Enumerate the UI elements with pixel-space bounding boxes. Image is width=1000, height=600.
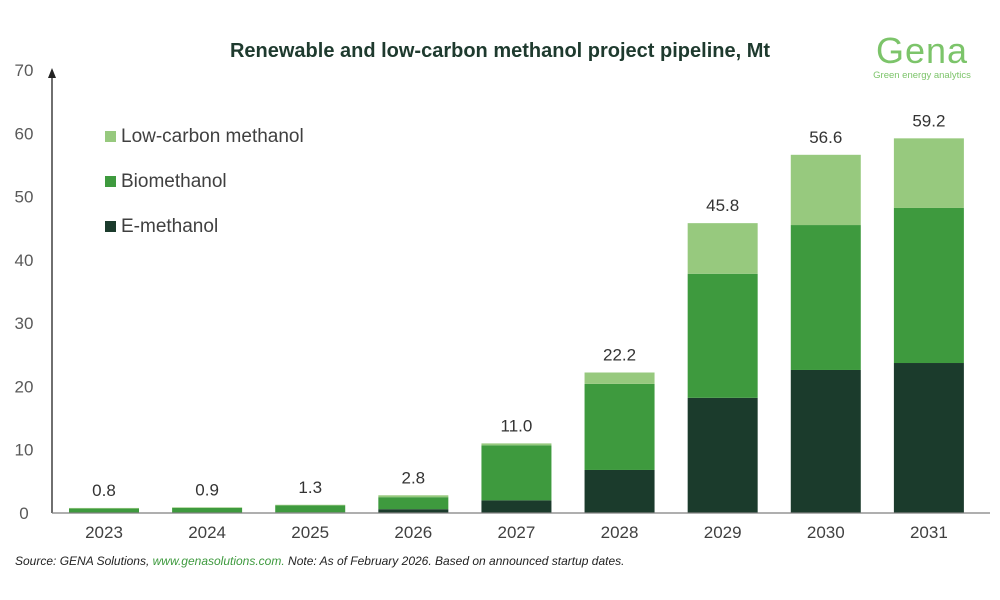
data-label-total: 2.8: [402, 468, 426, 487]
bar-segment-low-carbon-methanol: [378, 495, 449, 498]
source-note-text: Note: As of February 2026. Based on anno…: [284, 554, 625, 568]
y-axis-arrow-icon: [48, 68, 56, 78]
y-tick-label: 70: [15, 61, 34, 80]
bar-segment-low-carbon-methanol: [584, 372, 655, 384]
bar-segment-low-carbon-methanol: [687, 223, 758, 274]
source-prefix: Source: GENA Solutions,: [15, 554, 153, 568]
bar-segment-low-carbon-methanol: [481, 443, 552, 446]
bar-segment-biomethanol: [69, 508, 139, 513]
legend-swatch: [105, 131, 116, 142]
y-tick-label: 0: [19, 504, 28, 523]
legend-label: Low-carbon methanol: [121, 126, 304, 147]
bar-segment-biomethanol: [687, 273, 758, 398]
bar-segment-e-methanol: [481, 500, 552, 513]
source-link[interactable]: www.genasolutions.com.: [152, 554, 285, 568]
data-label-total: 0.8: [92, 481, 116, 500]
legend-swatch: [105, 221, 116, 232]
bar-segment-e-methanol: [687, 397, 758, 513]
bar-segment-biomethanol: [790, 225, 861, 370]
bar-segment-biomethanol: [172, 507, 243, 513]
bar-segment-e-methanol: [378, 509, 449, 513]
bar-segment-low-carbon-methanol: [893, 138, 964, 208]
chart-title: Renewable and low-carbon methanol projec…: [229, 40, 771, 62]
data-label-total: 11.0: [501, 416, 533, 435]
y-tick-label: 30: [15, 314, 34, 333]
bar-segment-biomethanol: [275, 505, 346, 513]
source-note: Source: GENA Solutions, www.genasolution…: [15, 554, 624, 568]
x-tick-label: 2027: [498, 523, 536, 542]
data-label-total: 22.2: [603, 346, 636, 365]
data-label-total: 45.8: [706, 196, 739, 215]
data-label-total: 59.2: [912, 111, 945, 130]
x-tick-label: 2028: [601, 523, 639, 542]
bar-segment-e-methanol: [584, 469, 655, 513]
bar-segment-low-carbon-methanol: [69, 507, 139, 509]
x-tick-label: 2026: [394, 523, 432, 542]
bar-segment-e-methanol: [790, 369, 861, 513]
x-tick-label: 2023: [85, 523, 123, 542]
bar-segment-biomethanol: [893, 207, 964, 364]
bar-segment-biomethanol: [378, 497, 449, 510]
logo-tagline: Green energy analytics: [873, 70, 971, 81]
x-tick-label: 2025: [291, 523, 329, 542]
data-label-total: 56.6: [809, 128, 842, 147]
x-tick-label: 2031: [910, 523, 948, 542]
data-label-total: 0.9: [195, 480, 219, 499]
bar-segment-biomethanol: [584, 383, 655, 470]
logo-name: Gena: [875, 30, 969, 71]
x-tick-label: 2029: [704, 523, 742, 542]
y-tick-label: 20: [15, 377, 34, 396]
gena-logo: Gena Green energy analytics: [862, 30, 982, 82]
x-tick-label: 2030: [807, 523, 845, 542]
legend-label: E-methanol: [121, 216, 218, 237]
data-label-total: 1.3: [298, 478, 322, 497]
bar-segment-e-methanol: [893, 363, 964, 513]
bar-segment-low-carbon-methanol: [172, 507, 243, 508]
y-tick-label: 40: [15, 251, 34, 270]
y-tick-label: 60: [15, 124, 34, 143]
x-tick-label: 2024: [188, 523, 226, 542]
bar-segment-low-carbon-methanol: [790, 154, 861, 226]
bar-segment-biomethanol: [481, 445, 552, 501]
legend-label: Biomethanol: [121, 171, 227, 192]
y-tick-label: 10: [15, 441, 34, 460]
bar-segment-low-carbon-methanol: [275, 504, 346, 506]
legend-swatch: [105, 176, 116, 187]
y-tick-label: 50: [15, 188, 34, 207]
